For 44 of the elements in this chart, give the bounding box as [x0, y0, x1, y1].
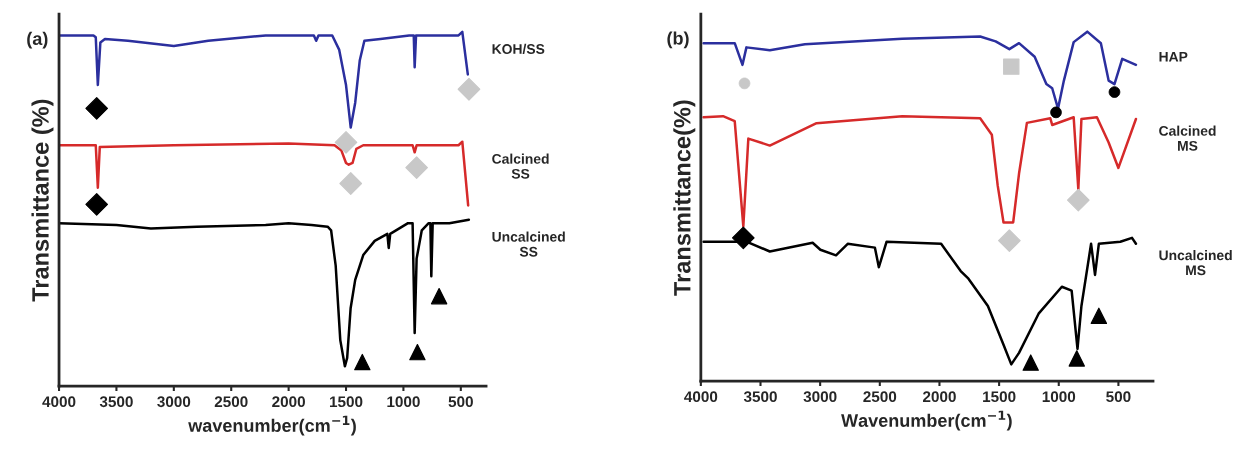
- point: [430, 287, 448, 305]
- point: [1066, 188, 1090, 212]
- point: [1090, 307, 1108, 324]
- y-axis-title: Transmittance (%): [31, 99, 54, 302]
- series-label: KOH/SS: [492, 43, 545, 55]
- series-label: Uncalcined SS: [492, 231, 565, 257]
- y-axis-title: Transmittance(%): [673, 100, 696, 296]
- point: [1068, 350, 1085, 367]
- series-label: Calcined MS: [1159, 125, 1216, 151]
- point: [409, 343, 426, 361]
- point: [354, 353, 371, 371]
- text: (a): [27, 31, 48, 49]
- x-tick-label: 500: [1106, 391, 1131, 403]
- series-label: HAP: [1159, 52, 1188, 62]
- x-tick-label: 2000: [272, 396, 305, 408]
- point: [85, 193, 109, 216]
- x-tick-label: 2500: [214, 396, 248, 408]
- x-tick-label: 4000: [42, 396, 76, 408]
- x-tick-label: 1000: [387, 396, 420, 408]
- x-tick-label: 2500: [863, 391, 897, 403]
- point: [85, 97, 109, 120]
- point: [1022, 354, 1039, 371]
- x-tick-label: 2000: [922, 391, 956, 403]
- point: [1003, 58, 1020, 75]
- point: [334, 131, 358, 154]
- x-axis-title: Wavenumber(cm$^{−1}$): [841, 410, 1012, 431]
- x-tick-label: 3000: [157, 396, 191, 408]
- series-label: Calcined SS: [492, 153, 549, 179]
- series-label: Uncalcined MS: [1159, 250, 1232, 276]
- x-tick-label: 1000: [1042, 391, 1076, 403]
- point: [731, 226, 755, 250]
- point: [998, 229, 1021, 253]
- x-tick-label: 3000: [803, 391, 837, 403]
- x-tick-label: 4000: [684, 391, 718, 403]
- x-tick-label: 1500: [983, 391, 1016, 403]
- point: [405, 156, 428, 179]
- point: [457, 77, 481, 101]
- text: (b): [667, 31, 689, 49]
- x-tick-label: 3500: [99, 396, 133, 408]
- x-axis-title: wavenumber(cm$^{−1}$): [188, 415, 356, 436]
- x-tick-label: 3500: [743, 391, 777, 403]
- x-tick-label: 500: [448, 396, 473, 408]
- point: [339, 172, 363, 195]
- x-tick-label: 1500: [329, 396, 363, 408]
